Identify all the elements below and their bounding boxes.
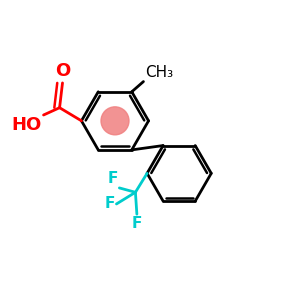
Text: CH₃: CH₃ bbox=[145, 65, 173, 80]
Text: F: F bbox=[132, 216, 142, 231]
Text: F: F bbox=[107, 172, 118, 187]
Circle shape bbox=[101, 107, 129, 135]
Text: O: O bbox=[55, 62, 70, 80]
Text: F: F bbox=[105, 196, 115, 211]
Text: HO: HO bbox=[12, 116, 42, 134]
